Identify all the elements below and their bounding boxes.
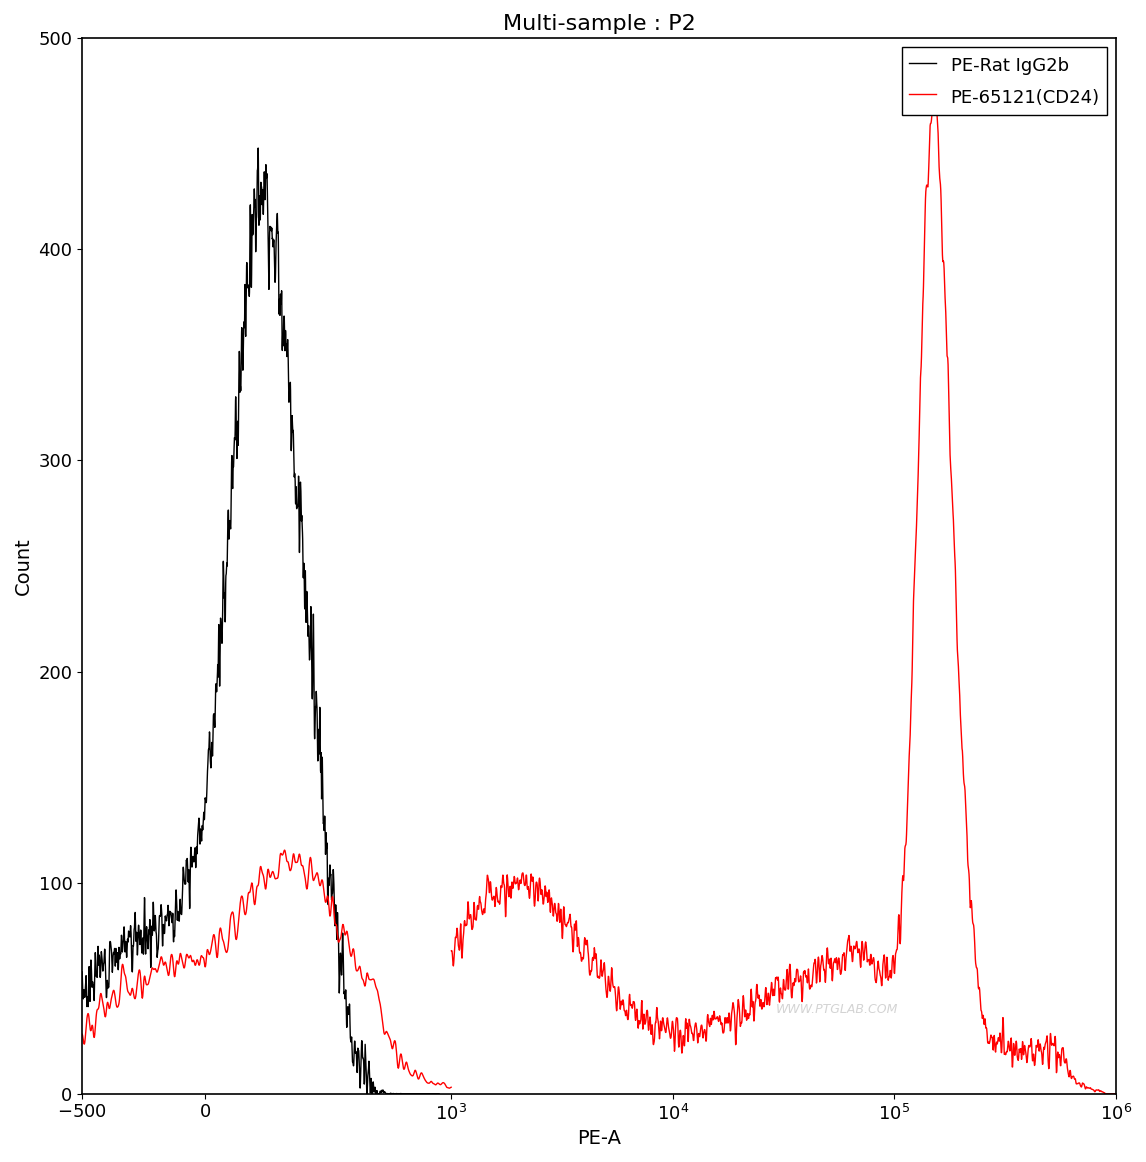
PE-65121(CD24): [445, 944, 458, 957]
PE-Rat IgG2b: [356, 1053, 370, 1067]
PE-Rat IgG2b: [249, 245, 262, 259]
Line: PE-65121(CD24): PE-65121(CD24): [452, 95, 1116, 1093]
PE-Rat IgG2b: [422, 1086, 435, 1100]
Y-axis label: Count: Count: [14, 537, 33, 595]
PE-65121(CD24): [1090, 1083, 1104, 1097]
PE-Rat IgG2b: [360, 1086, 374, 1100]
PE-Rat IgG2b: [432, 1086, 446, 1100]
PE-65121(CD24): [1109, 1086, 1123, 1100]
Title: Multi-sample : P2: Multi-sample : P2: [503, 14, 696, 34]
Legend: PE-Rat IgG2b, PE-65121(CD24): PE-Rat IgG2b, PE-65121(CD24): [902, 48, 1107, 115]
PE-65121(CD24): [1090, 1083, 1104, 1097]
PE-65121(CD24): [968, 945, 982, 959]
PE-Rat IgG2b: [422, 1086, 435, 1100]
X-axis label: PE-A: PE-A: [578, 1129, 621, 1148]
PE-Rat IgG2b: [76, 964, 89, 978]
PE-65121(CD24): [749, 977, 763, 991]
PE-65121(CD24): [478, 897, 492, 911]
PE-Rat IgG2b: [94, 970, 108, 984]
PE-Rat IgG2b: [251, 141, 265, 155]
PE-65121(CD24): [768, 989, 782, 1003]
PE-Rat IgG2b: [240, 282, 253, 296]
Text: WWW.PTGLAB.COM: WWW.PTGLAB.COM: [776, 1003, 898, 1016]
PE-65121(CD24): [1098, 1086, 1112, 1100]
Line: PE-Rat IgG2b: PE-Rat IgG2b: [83, 148, 439, 1093]
PE-65121(CD24): [927, 88, 941, 102]
